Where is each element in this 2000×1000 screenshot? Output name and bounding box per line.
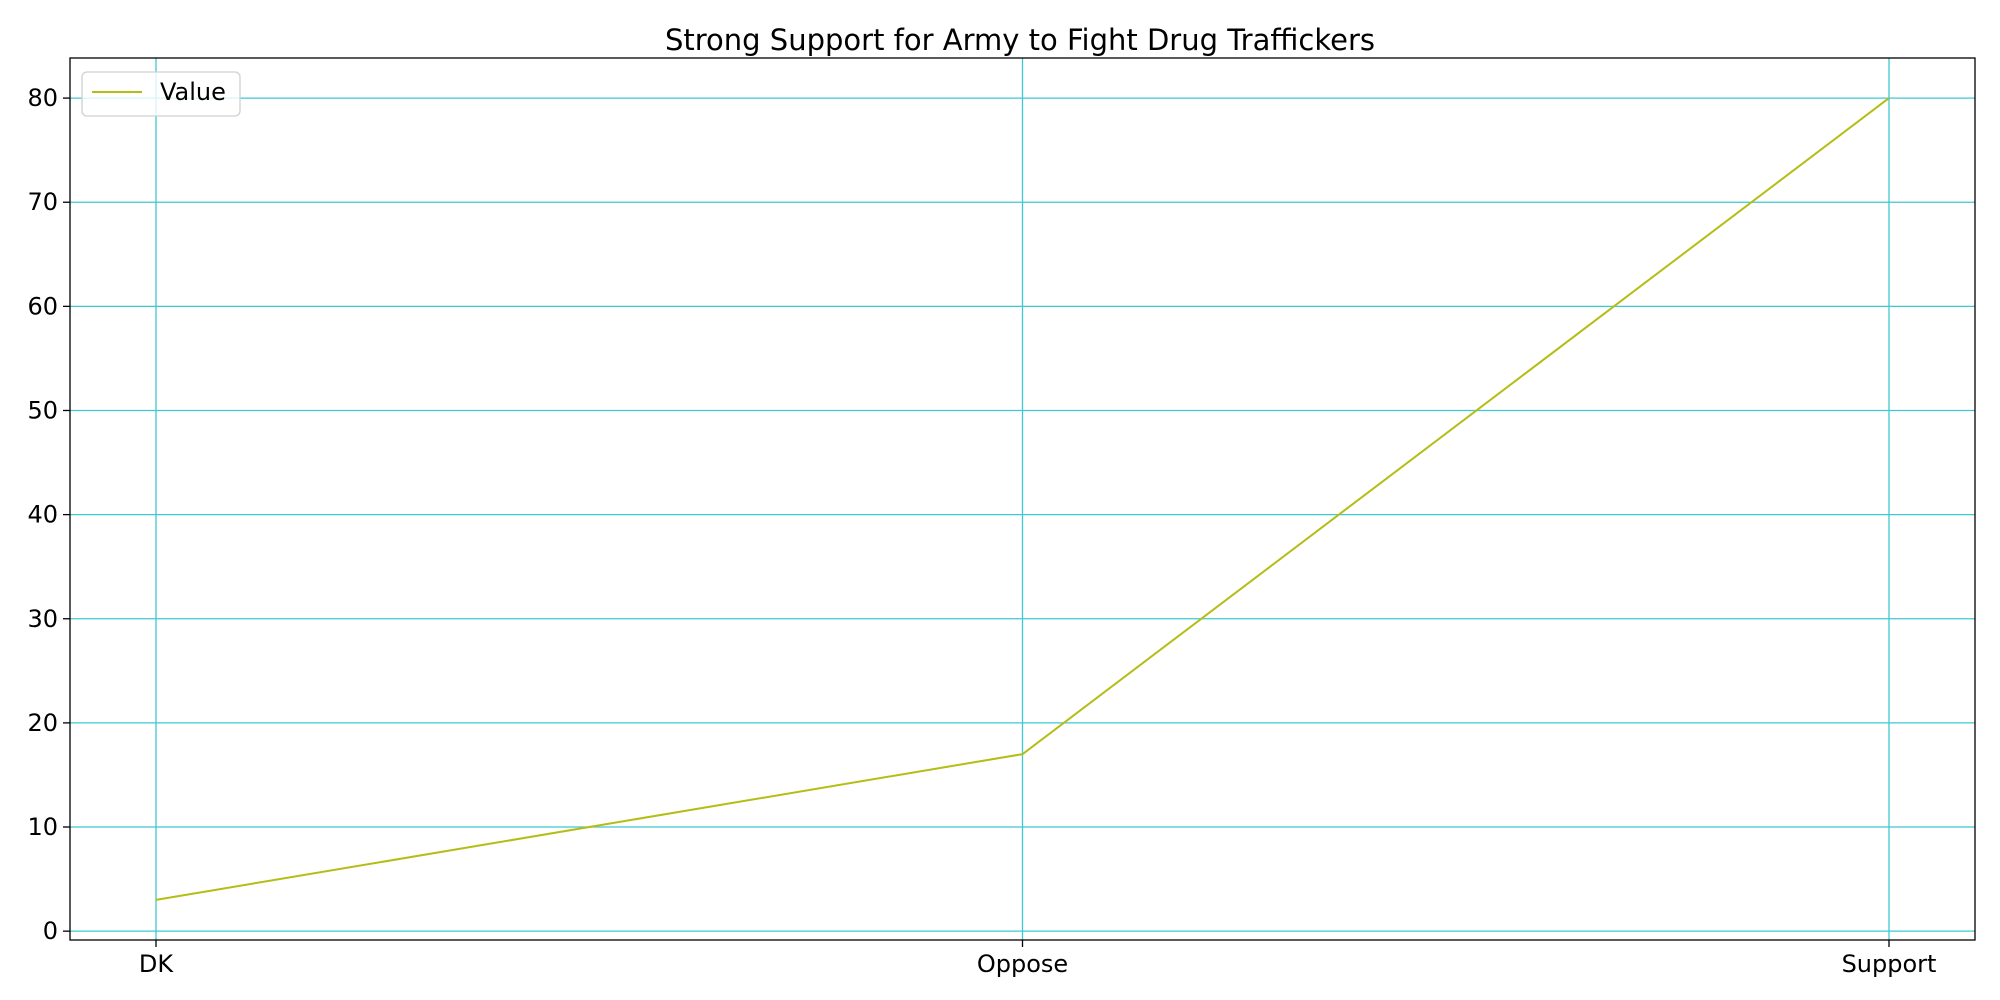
y-tick-label: 40 [27, 501, 58, 529]
y-tick-label: 80 [27, 84, 58, 112]
y-tick-label: 20 [27, 709, 58, 737]
legend-box [81, 71, 241, 117]
series-line [155, 97, 1890, 901]
y-tick-label: 60 [27, 292, 58, 320]
y-tick-label: 50 [27, 396, 58, 424]
y-tick-label: 0 [43, 917, 58, 945]
series-layer [155, 97, 1890, 901]
y-tick-label: 70 [27, 188, 58, 216]
tick-layer: 0 10 20 30 40 50 60 70 80 DK Oppose Support [27, 84, 1936, 978]
grid-layer [70, 58, 1975, 940]
legend: Value [81, 71, 241, 117]
y-tick-label: 10 [27, 813, 58, 841]
x-tick-label: Oppose [977, 950, 1068, 978]
y-tick-label: 30 [27, 605, 58, 633]
x-tick-label: Support [1842, 950, 1937, 978]
x-tick-label: DK [139, 950, 174, 978]
chart-title: Strong Support for Army to Fight Drug Tr… [665, 23, 1375, 57]
legend-label: Value [160, 78, 226, 106]
